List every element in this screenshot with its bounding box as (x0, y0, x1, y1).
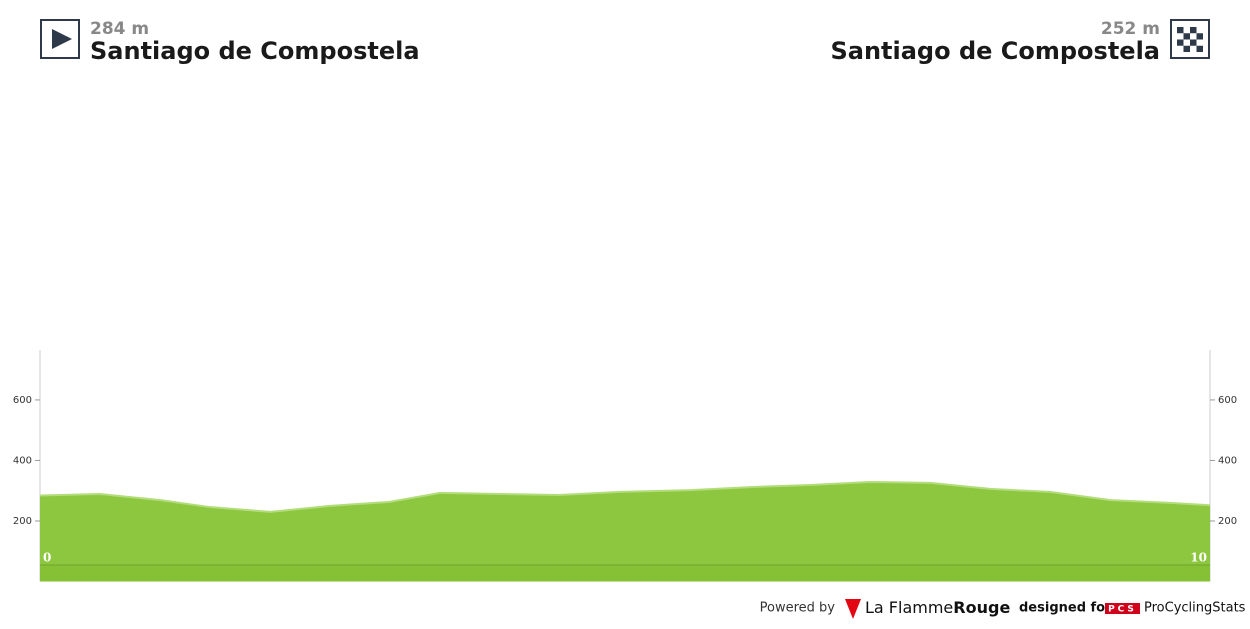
finish-icon (1170, 19, 1210, 59)
pcs-name: ProCyclingStats (1144, 601, 1246, 616)
start-icon (40, 19, 80, 59)
y-tick-label: 200 (13, 516, 32, 527)
brand-a: La Flamme (865, 598, 953, 617)
x-tick-label: 0 (43, 551, 51, 565)
y-tick-label: 600 (1218, 395, 1237, 406)
finish-elevation: 252 m (1101, 19, 1160, 39)
y-tick-label: 600 (13, 395, 32, 406)
brand: La FlammeRouge (865, 598, 1010, 617)
plot: 200 200 400 400 600 600 0 10 (13, 350, 1237, 582)
brand-b: Rouge (953, 598, 1010, 617)
elevation-line (39, 480, 1211, 513)
y-tick-label: 400 (1218, 455, 1237, 466)
powered-by: Powered by (760, 601, 836, 616)
flamme-logo (845, 599, 861, 619)
designed-for: designed for (1019, 601, 1112, 616)
y-tick-label: 400 (13, 455, 32, 466)
start-name: Santiago de Compostela (90, 37, 420, 65)
finish-name: Santiago de Compostela (830, 37, 1160, 65)
pcs-logo: PCS (1108, 605, 1137, 615)
pcs-logo-bg (1105, 603, 1140, 614)
elevation-area (40, 481, 1210, 582)
start-elevation: 284 m (90, 19, 149, 39)
x-tick-label: 10 (1190, 551, 1207, 565)
y-tick-label: 200 (1218, 516, 1237, 527)
base-band (40, 565, 1210, 582)
